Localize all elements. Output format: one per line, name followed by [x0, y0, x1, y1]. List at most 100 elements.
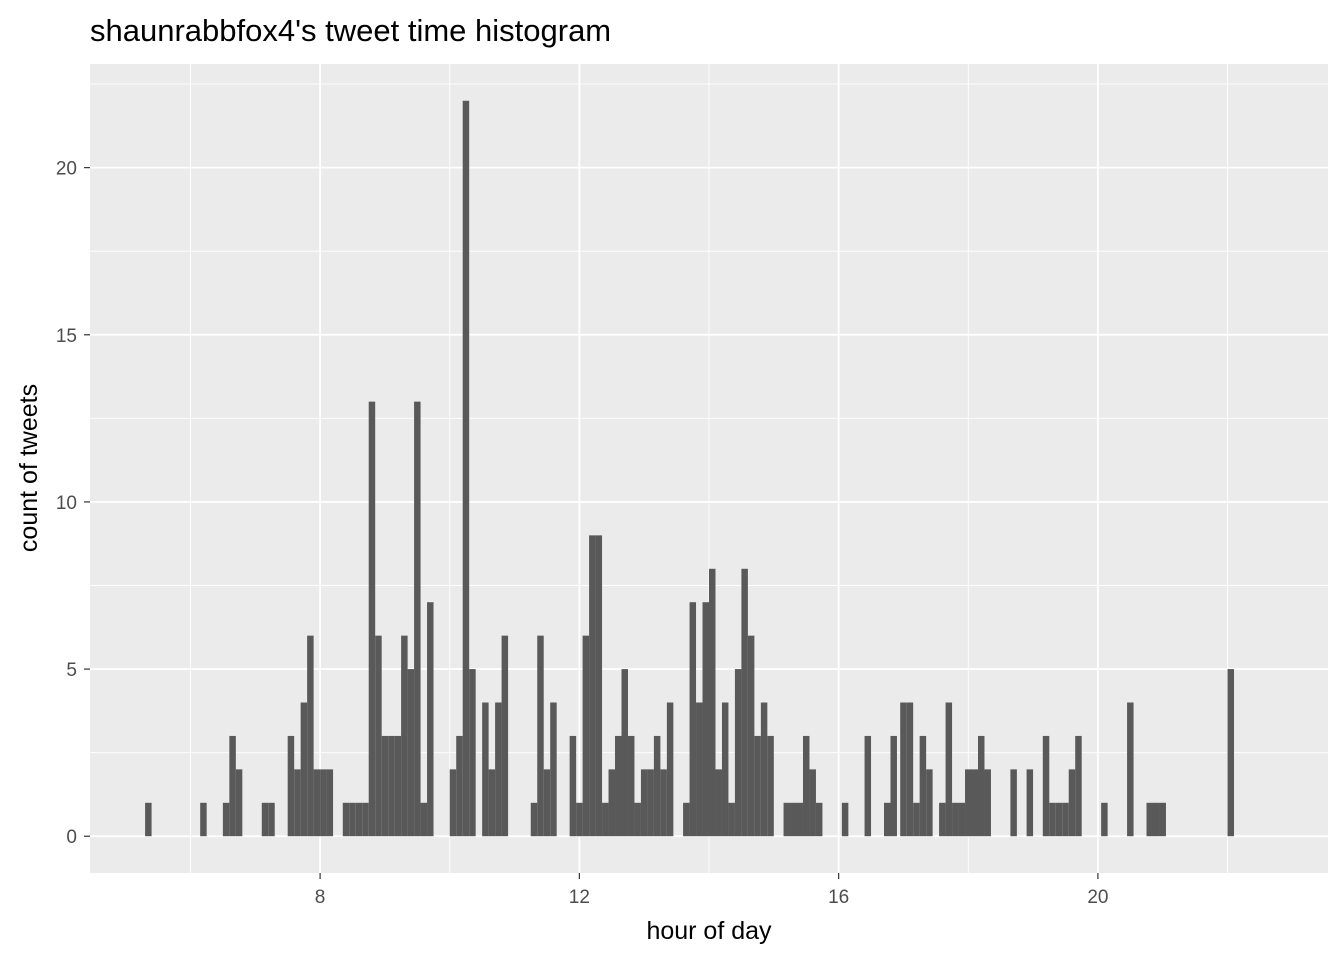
histogram-bar — [261, 802, 269, 837]
histogram-bar — [368, 401, 376, 837]
histogram-bar — [702, 602, 709, 837]
histogram-bar — [550, 702, 557, 837]
histogram-bar — [890, 735, 897, 837]
histogram-bar — [326, 769, 334, 837]
histogram-bar — [394, 735, 402, 837]
histogram-bars — [145, 100, 1235, 837]
x-tick-label: 20 — [1087, 887, 1108, 908]
histogram-bar — [456, 735, 463, 837]
histogram-bar — [589, 535, 596, 837]
x-axis-ticks: 8 12 16 20 — [315, 873, 1108, 908]
histogram-bar — [307, 635, 314, 837]
histogram-bar — [809, 769, 816, 837]
histogram-bar — [537, 635, 544, 837]
histogram-bar — [576, 802, 583, 837]
histogram-bar — [653, 735, 661, 837]
histogram-bar — [767, 735, 774, 837]
histogram-bar — [569, 735, 577, 837]
histogram-bar — [420, 802, 428, 837]
histogram-bar — [754, 735, 761, 837]
y-tick-label: 0 — [66, 827, 77, 848]
histogram-bar — [375, 635, 382, 837]
histogram-bar — [884, 802, 891, 837]
histogram-bar — [595, 535, 603, 837]
histogram-bar — [689, 602, 697, 837]
histogram-bar — [906, 702, 914, 837]
histogram-bar — [666, 702, 674, 837]
histogram-bar — [401, 635, 408, 837]
histogram-bar — [1055, 802, 1063, 837]
histogram-bar — [1026, 769, 1034, 837]
y-tick-label: 10 — [56, 493, 77, 514]
histogram-bar — [734, 669, 742, 837]
y-axis-title: count of tweets — [15, 384, 43, 552]
histogram-bar — [939, 802, 946, 837]
y-axis-ticks: 0 5 10 15 20 — [56, 159, 90, 848]
histogram-bar — [721, 702, 729, 837]
histogram-bar — [647, 769, 654, 837]
histogram-bar — [696, 702, 703, 837]
histogram-bar — [984, 769, 991, 837]
histogram-bar — [615, 735, 622, 837]
histogram-bar — [1042, 735, 1050, 837]
histogram-bar — [741, 568, 748, 837]
histogram-bar — [621, 669, 628, 837]
histogram-bar — [602, 802, 609, 837]
histogram-bar — [469, 669, 476, 837]
histogram-bar — [841, 802, 849, 837]
histogram-bar — [747, 635, 755, 837]
x-tick-label: 12 — [569, 887, 590, 908]
histogram-bar — [349, 802, 356, 837]
histogram-bar — [952, 802, 959, 837]
histogram-bar — [313, 769, 321, 837]
histogram-bar — [530, 802, 538, 837]
x-axis-title: hour of day — [646, 917, 772, 945]
histogram-bar — [919, 735, 927, 837]
histogram-bar — [790, 802, 797, 837]
histogram-bar — [913, 802, 920, 837]
histogram-bar — [488, 769, 496, 837]
histogram-bar — [1159, 802, 1166, 837]
histogram-bar — [796, 802, 803, 837]
histogram-bar — [287, 735, 295, 837]
histogram-bar — [709, 568, 716, 837]
histogram-bar — [1101, 802, 1108, 837]
histogram-bar — [1049, 802, 1056, 837]
histogram-bar — [381, 735, 389, 837]
histogram-bar — [627, 735, 635, 837]
histogram-bar — [462, 100, 470, 837]
histogram-bar — [1010, 769, 1017, 837]
histogram-bar — [388, 735, 395, 837]
histogram-bar — [235, 769, 243, 837]
histogram-bar — [229, 735, 236, 837]
histogram-bar — [1227, 669, 1235, 837]
histogram-bar — [145, 802, 152, 837]
histogram-bar — [971, 769, 978, 837]
histogram-bar — [501, 635, 509, 837]
histogram-bar — [945, 702, 953, 837]
histogram-bar — [495, 702, 502, 837]
histogram-bar — [900, 702, 907, 837]
histogram-bar — [407, 669, 415, 837]
histogram-bar — [200, 802, 207, 837]
y-tick-label: 20 — [56, 159, 77, 180]
histogram-bar — [300, 702, 308, 837]
chart-title: shaunrabbfox4's tweet time histogram — [90, 13, 611, 48]
histogram-bar — [582, 635, 590, 837]
histogram-bar — [1152, 802, 1160, 837]
histogram-bar — [715, 769, 722, 837]
histogram-bar — [1068, 769, 1076, 837]
histogram-bar — [294, 769, 301, 837]
histogram-bar — [958, 802, 966, 837]
histogram-bar — [482, 702, 489, 837]
histogram-bar — [783, 802, 791, 837]
histogram-bar — [1146, 802, 1153, 837]
histogram-bar — [634, 802, 641, 837]
histogram-bar — [926, 769, 933, 837]
histogram-bar — [660, 769, 667, 837]
histogram-bar — [683, 802, 690, 837]
y-tick-label: 15 — [56, 326, 77, 347]
histogram-bar — [342, 802, 350, 837]
histogram-bar — [815, 802, 823, 837]
